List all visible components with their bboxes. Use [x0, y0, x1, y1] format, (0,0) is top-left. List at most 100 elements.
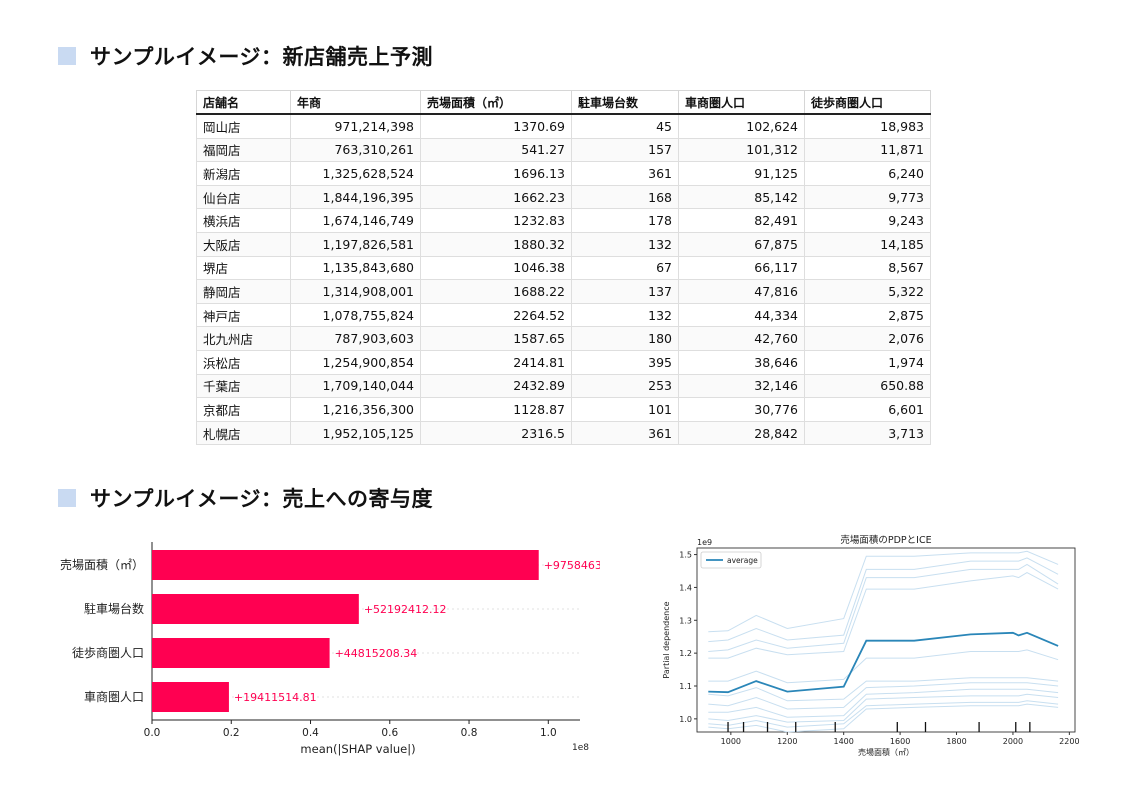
y-tick-label: 1.3	[679, 616, 692, 625]
table-row: 堺店 1,135,843,680 1046.38 67 66,117 8,567	[196, 255, 931, 281]
table-cell: 787,903,603	[290, 326, 421, 351]
column-header: 徒歩商圏人口	[804, 90, 931, 115]
section-marker	[58, 47, 76, 65]
y-tick-label: 1.2	[679, 649, 692, 658]
table-row: 横浜店 1,674,146,749 1232.83 178 82,491 9,243	[196, 208, 931, 233]
bar-value-label: +52192412.12	[364, 603, 447, 616]
x-tick-label: 0.2	[223, 727, 240, 739]
table-cell: 1232.83	[420, 208, 572, 233]
table-cell: 66,117	[678, 255, 805, 281]
forecast-section-title: サンプルイメージ：新店舗売上予測	[58, 44, 433, 69]
x-tick-label: 1800	[946, 737, 966, 746]
store-name-cell: 大阪店	[196, 231, 291, 257]
table-row: 浜松店 1,254,900,854 2414.81 395 38,646 1,974	[196, 349, 931, 375]
table-cell: 1,844,196,395	[290, 184, 421, 210]
ice-line	[708, 693, 1059, 723]
x-scale-label: 1e8	[572, 743, 589, 753]
table-cell: 1,254,900,854	[290, 349, 421, 375]
y-scale-label: 1e9	[697, 538, 712, 547]
table-cell: 38,646	[678, 349, 805, 375]
store-name-cell: 岡山店	[196, 113, 291, 139]
table-cell: 763,310,261	[290, 137, 421, 163]
table-cell: 1,325,628,524	[290, 161, 421, 186]
table-row: 仙台店 1,844,196,395 1662.23 168 85,142 9,773	[196, 184, 931, 210]
x-tick-label: 1000	[721, 737, 741, 746]
column-header: 年商	[290, 90, 421, 115]
table-cell: 168	[571, 184, 679, 210]
table-cell: 1,974	[804, 349, 931, 375]
column-header: 売場面積（㎡）	[420, 90, 572, 115]
table-cell: 2264.52	[420, 302, 572, 328]
shap-bar	[152, 682, 229, 712]
table-cell: 11,871	[804, 137, 931, 163]
y-tick-label: 1.1	[679, 682, 692, 691]
column-header: 車商圏人口	[678, 90, 805, 115]
table-row: 北九州店 787,903,603 1587.65 180 42,760 2,076	[196, 326, 931, 351]
table-cell: 6,601	[804, 397, 931, 422]
store-name-cell: 神戸店	[196, 302, 291, 328]
shap-bar	[152, 638, 330, 668]
table-cell: 132	[571, 231, 679, 257]
pdp-ice-chart: 売場面積のPDPとICE 1e9 1000 1200 1400 1600 1800 2000 2…	[662, 534, 1080, 757]
table-cell: 541.27	[420, 137, 572, 163]
forecast-title-text: サンプルイメージ：新店舗売上予測	[90, 45, 433, 69]
table-cell: 6,240	[804, 161, 931, 186]
table-cell: 180	[571, 326, 679, 351]
store-name-cell: 横浜店	[196, 208, 291, 233]
store-name-cell: 堺店	[196, 255, 291, 281]
table-cell: 28,842	[678, 420, 805, 446]
table-cell: 1,078,755,824	[290, 302, 421, 328]
section-marker	[58, 489, 76, 507]
ice-line	[708, 688, 1059, 718]
table-row: 静岡店 1,314,908,001 1688.22 137 47,816 5,322	[196, 279, 931, 304]
table-cell: 361	[571, 161, 679, 186]
table-cell: 67	[571, 255, 679, 281]
x-tick-label: 2000	[1003, 737, 1023, 746]
table-cell: 3,713	[804, 420, 931, 446]
ice-line	[708, 649, 1059, 684]
ice-line	[708, 700, 1059, 728]
average-line	[708, 631, 1059, 694]
table-cell: 1128.87	[420, 397, 572, 422]
table-cell: 971,214,398	[290, 113, 421, 139]
column-header: 駐車場台数	[571, 90, 679, 115]
table-cell: 9,773	[804, 184, 931, 210]
table-cell: 32,146	[678, 373, 805, 399]
store-name-cell: 京都店	[196, 397, 291, 422]
store-name-cell: 仙台店	[196, 184, 291, 210]
store-name-cell: 札幌店	[196, 420, 291, 446]
x-tick-label: 1400	[834, 737, 854, 746]
table-cell: 91,125	[678, 161, 805, 186]
x-tick-label: 1.0	[540, 727, 557, 739]
table-cell: 1,135,843,680	[290, 255, 421, 281]
table-cell: 2316.5	[420, 420, 572, 446]
x-tick-label: 0.8	[461, 727, 478, 739]
store-name-cell: 静岡店	[196, 279, 291, 304]
table-cell: 45	[571, 113, 679, 139]
table-cell: 5,322	[804, 279, 931, 304]
y-tick-label: 1.4	[679, 583, 692, 592]
table-cell: 178	[571, 208, 679, 233]
ice-line	[708, 557, 1059, 643]
store-name-cell: 千葉店	[196, 373, 291, 399]
bar-value-label: +19411514.81	[234, 691, 317, 704]
contribution-title-text: サンプルイメージ：売上への寄与度	[90, 487, 433, 511]
table-cell: 47,816	[678, 279, 805, 304]
ice-line	[708, 563, 1059, 652]
ice-line	[708, 677, 1059, 702]
table-cell: 1,216,356,300	[290, 397, 421, 422]
x-tick-label: 1600	[890, 737, 910, 746]
table-row: 岡山店 971,214,398 1370.69 45 102,624 18,983	[196, 113, 931, 139]
x-tick-label: 2200	[1059, 737, 1079, 746]
x-tick-label: 0.4	[302, 727, 319, 739]
table-header-row: 店舗名 年商 売場面積（㎡） 駐車場台数 車商圏人口 徒歩商圏人口	[196, 90, 931, 115]
table-cell: 1662.23	[420, 184, 572, 210]
store-sales-table: 店舗名 年商 売場面積（㎡） 駐車場台数 車商圏人口 徒歩商圏人口 岡山店 971…	[196, 90, 931, 446]
table-row: 福岡店 763,310,261 541.27 157 101,312 11,871	[196, 137, 931, 163]
ice-line	[708, 572, 1059, 659]
shap-bar-chart: 売場面積（㎡） +97584634.27 駐車場台数 +52192412.12 徒歩商圏…	[60, 542, 600, 756]
bar-category-label: 車商圏人口	[84, 689, 144, 704]
table-cell: 1688.22	[420, 279, 572, 304]
table-cell: 2432.89	[420, 373, 572, 399]
store-name-cell: 北九州店	[196, 326, 291, 351]
